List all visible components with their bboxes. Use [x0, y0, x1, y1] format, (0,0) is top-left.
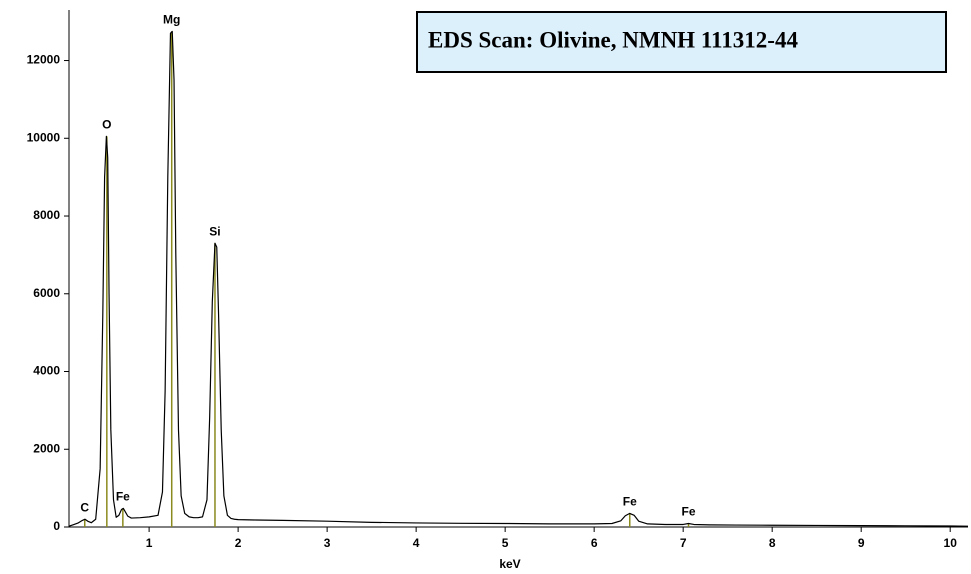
peak-label: Fe: [116, 490, 130, 504]
x-tick-label: 7: [680, 536, 687, 550]
y-tick-label: 8000: [33, 208, 60, 222]
x-axis-label: keV: [499, 557, 520, 571]
y-tick-label: 0: [53, 519, 60, 533]
x-tick-label: 5: [502, 536, 509, 550]
y-tick-label: 12000: [27, 53, 61, 67]
title-box: [416, 11, 947, 73]
chart-title: EDS Scan: Olivine, NMNH 111312-44: [428, 27, 798, 52]
y-tick-label: 2000: [33, 441, 60, 455]
y-tick-label: 4000: [33, 364, 60, 378]
x-tick-label: 6: [591, 536, 598, 550]
peak-label: Si: [209, 224, 220, 238]
y-tick-label: 10000: [27, 130, 61, 144]
y-tick-label: 6000: [33, 286, 60, 300]
x-tick-label: 1: [146, 536, 153, 550]
spectrum-line: [68, 30, 969, 527]
peak-label: O: [102, 118, 111, 132]
x-tick-label: 2: [235, 536, 242, 550]
x-tick-label: 9: [858, 536, 865, 550]
peak-label: Fe: [623, 495, 637, 509]
x-tick-label: 3: [324, 536, 331, 550]
x-tick-label: 8: [769, 536, 776, 550]
x-tick-label: 4: [413, 536, 420, 550]
peak-label: Fe: [682, 505, 696, 519]
x-tick-label: 10: [944, 536, 958, 550]
peak-label: Mg: [163, 13, 180, 27]
peak-label: C: [80, 500, 89, 514]
